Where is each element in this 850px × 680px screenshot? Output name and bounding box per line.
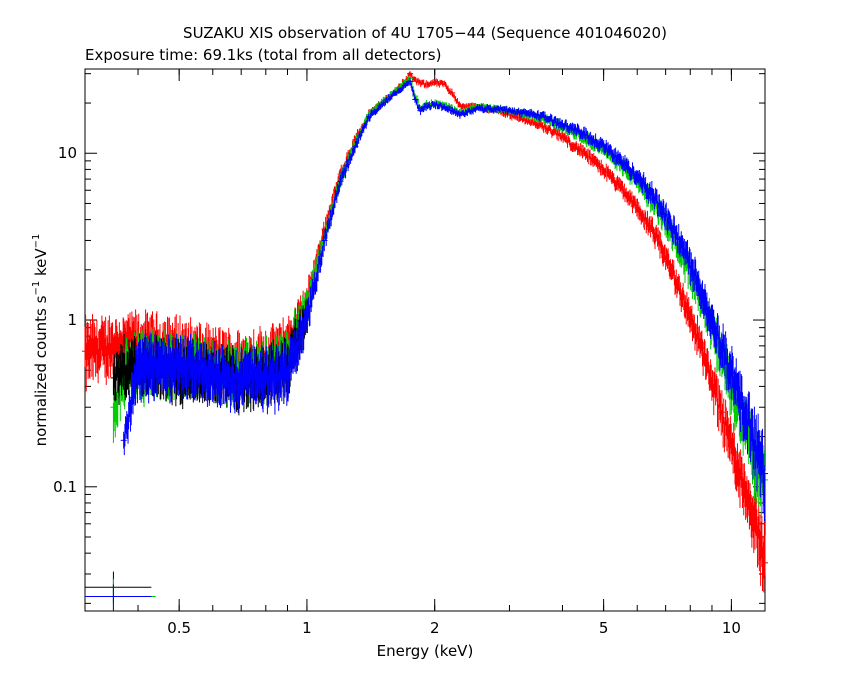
x-tick-label: 2 <box>430 619 440 637</box>
chart-subtitle: Exposure time: 69.1ks (total from all de… <box>85 46 441 64</box>
y-tick-label: 10 <box>58 144 77 162</box>
corner-mark <box>85 578 156 611</box>
x-tick-label: 1 <box>302 619 312 637</box>
chart-title: SUZAKU XIS observation of 4U 1705−44 (Se… <box>183 24 667 42</box>
x-tick-label: 0.5 <box>167 619 191 637</box>
x-tick-label: 5 <box>599 619 609 637</box>
x-axis-ticks: 0.5 1 2 5 10 <box>84 69 741 637</box>
data-series <box>120 77 768 522</box>
y-tick-label: 0.1 <box>53 478 77 496</box>
corner-mark <box>85 584 152 611</box>
corner-mark <box>85 571 152 604</box>
data-series <box>110 76 768 519</box>
y-axis-label-main: normalized counts s <box>32 295 50 446</box>
data-layer <box>82 71 768 611</box>
x-axis-label: Energy (keV) <box>377 642 474 660</box>
y-axis-label-sup1: −1 <box>31 281 42 296</box>
y-axis-label-sup2: −1 <box>31 234 42 249</box>
y-axis-label-mid: keV <box>32 248 50 281</box>
data-series <box>82 71 768 593</box>
y-axis-label: normalized counts s−1 keV−1 <box>31 234 50 447</box>
y-tick-label: 1 <box>67 311 77 329</box>
x-tick-label: 10 <box>722 619 741 637</box>
